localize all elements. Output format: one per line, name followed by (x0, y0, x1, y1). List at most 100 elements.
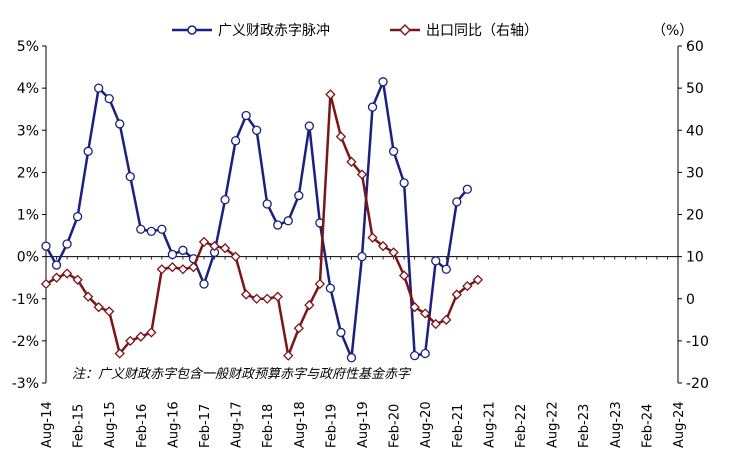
deficit-point (283, 216, 293, 226)
export-point (314, 278, 326, 290)
series-deficit-pulse (41, 77, 472, 363)
deficit-point (62, 239, 72, 249)
x-tick-label: Feb-20 (388, 404, 403, 448)
export-point (82, 291, 94, 302)
left-tick-label: 2% (17, 165, 39, 181)
x-tick-label: Aug-16 (166, 401, 181, 448)
export-point (230, 251, 241, 262)
export-point (135, 331, 146, 342)
series-layer (40, 77, 484, 363)
left-tick-label: -2% (12, 334, 39, 350)
export-point (72, 274, 83, 285)
export-point (409, 302, 420, 313)
export-point (293, 323, 304, 334)
x-tick-label: Aug-18 (293, 401, 308, 448)
export-point (356, 169, 368, 180)
x-axis-ticks: Aug-14 Feb-15 Aug-15 Feb-16 Aug-16 Feb-17 Aug-… (40, 256, 687, 448)
right-tick-label: -20 (686, 376, 709, 392)
deficit-point (136, 224, 146, 234)
export-point (398, 270, 410, 281)
deficit-point (378, 77, 388, 87)
series-export-yoy (40, 89, 484, 361)
deficit-point (199, 279, 209, 289)
x-tick-label: Feb-18 (261, 404, 276, 448)
export-point (51, 272, 62, 283)
deficit-point (83, 146, 93, 156)
export-point (304, 299, 315, 311)
deficit-point (72, 211, 83, 222)
export-point (346, 156, 357, 168)
deficit-point (410, 350, 420, 361)
export-point (114, 348, 125, 359)
right-tick-label: -10 (686, 334, 709, 350)
x-tick-label: Aug-22 (546, 401, 561, 448)
export-point (209, 240, 220, 252)
legend-marker-deficit (187, 25, 197, 35)
deficit-point (441, 264, 451, 274)
x-tick-label: Feb-24 (640, 404, 655, 448)
deficit-point (346, 353, 357, 363)
x-tick-label: Aug-17 (230, 401, 245, 448)
deficit-point (304, 121, 314, 131)
deficit-point (125, 171, 135, 182)
export-point (472, 274, 484, 285)
export-point (283, 350, 294, 361)
legend-marker-exports (399, 24, 411, 36)
deficit-point (294, 190, 304, 201)
deficit-point (452, 197, 462, 207)
export-point (441, 314, 452, 325)
legend-label-deficit: 广义财政赤字脉冲 (218, 23, 330, 39)
export-point (420, 308, 431, 319)
export-point (93, 302, 104, 313)
x-tick-label: Feb-23 (577, 404, 592, 448)
export-point (430, 318, 441, 330)
deficit-point (220, 195, 230, 205)
export-point (156, 264, 168, 275)
export-point (146, 327, 157, 338)
x-tick-label: Aug-21 (482, 401, 497, 448)
deficit-point (273, 220, 283, 230)
deficit-point (146, 226, 156, 237)
deficit-point (399, 178, 409, 188)
right-tick-label: 40 (686, 123, 704, 139)
deficit-point (388, 146, 399, 156)
deficit-point (241, 110, 251, 121)
x-tick-label: Feb-17 (198, 404, 213, 448)
export-point (388, 247, 399, 258)
x-tick-label: Aug-19 (356, 401, 371, 448)
export-point (367, 232, 378, 243)
right-tick-label: 10 (686, 250, 704, 266)
x-tick-label: Feb-19 (324, 404, 339, 448)
deficit-point (230, 136, 241, 146)
legend-label-exports: 出口同比（右轴） (426, 23, 538, 39)
export-line (45, 93, 479, 357)
x-tick-label: Feb-21 (451, 404, 466, 448)
export-point (377, 240, 389, 252)
export-point (325, 89, 336, 100)
deficit-point (367, 102, 378, 112)
deficit-point (115, 119, 125, 129)
footnote: 注：广义财政赤字包含一般财政预算赤字与政府性基金赤字 (72, 366, 412, 382)
right-axis-unit: （%） (652, 23, 693, 39)
deficit-point (336, 327, 346, 338)
legend: 广义财政赤字脉冲 出口同比（右轴） (172, 23, 538, 39)
export-point (125, 335, 136, 347)
deficit-point (178, 245, 188, 255)
right-tick-label: 0 (686, 292, 695, 308)
deficit-point (325, 283, 336, 293)
x-tick-label: Aug-14 (40, 401, 55, 448)
x-tick-label: Aug-23 (609, 401, 624, 448)
deficit-point (462, 184, 472, 194)
export-point (462, 280, 473, 292)
deficit-point (41, 241, 51, 251)
export-point (451, 289, 462, 300)
x-tick-label: Aug-24 (672, 401, 687, 448)
right-tick-label: 20 (686, 208, 704, 224)
right-tick-label: 50 (686, 81, 704, 97)
right-tick-label: 60 (686, 39, 704, 55)
export-point (40, 278, 52, 290)
export-point (198, 236, 210, 248)
left-tick-label: 4% (17, 81, 39, 97)
export-point (251, 293, 262, 304)
deficit-point (420, 348, 430, 359)
